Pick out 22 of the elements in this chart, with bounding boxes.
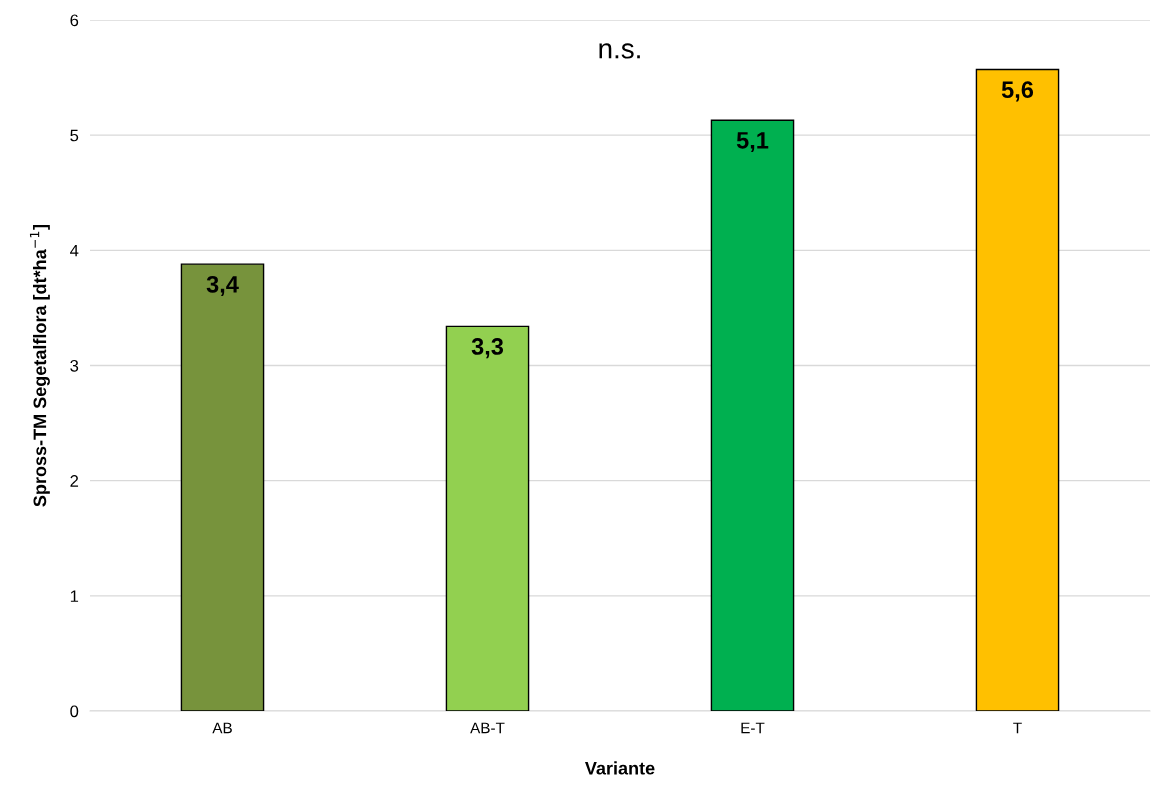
- y-tick-label: 5: [70, 129, 79, 142]
- y-tick-label: 1: [70, 590, 79, 602]
- y-tick-label: 3: [70, 359, 79, 372]
- bar: [975, 68, 1060, 711]
- x-tick-label: E-T: [741, 722, 765, 734]
- y-tick-label: 0: [70, 705, 79, 718]
- annotation: n.s.: [599, 43, 640, 59]
- y-tick-label: 6: [70, 14, 79, 27]
- x-axis-title: Variante: [585, 761, 655, 775]
- x-tick-label: AB-T: [470, 722, 505, 734]
- y-tick-label: 4: [70, 244, 79, 257]
- annotation: 3,4: [206, 275, 239, 297]
- data-label: 3,3: [471, 338, 504, 359]
- y-axis-title: Spross-TM Segetalflora [dt*ha$^{−1}$]: [29, 225, 50, 507]
- bar: [710, 119, 795, 711]
- data-label: 5,6: [1001, 81, 1034, 102]
- bar: [180, 263, 265, 711]
- x-tick-label: AB: [212, 722, 232, 734]
- y-tick-label: 2: [70, 475, 79, 487]
- bar: [445, 325, 530, 711]
- data-label: 5,1: [736, 132, 769, 153]
- x-tick-label: T: [1013, 722, 1022, 734]
